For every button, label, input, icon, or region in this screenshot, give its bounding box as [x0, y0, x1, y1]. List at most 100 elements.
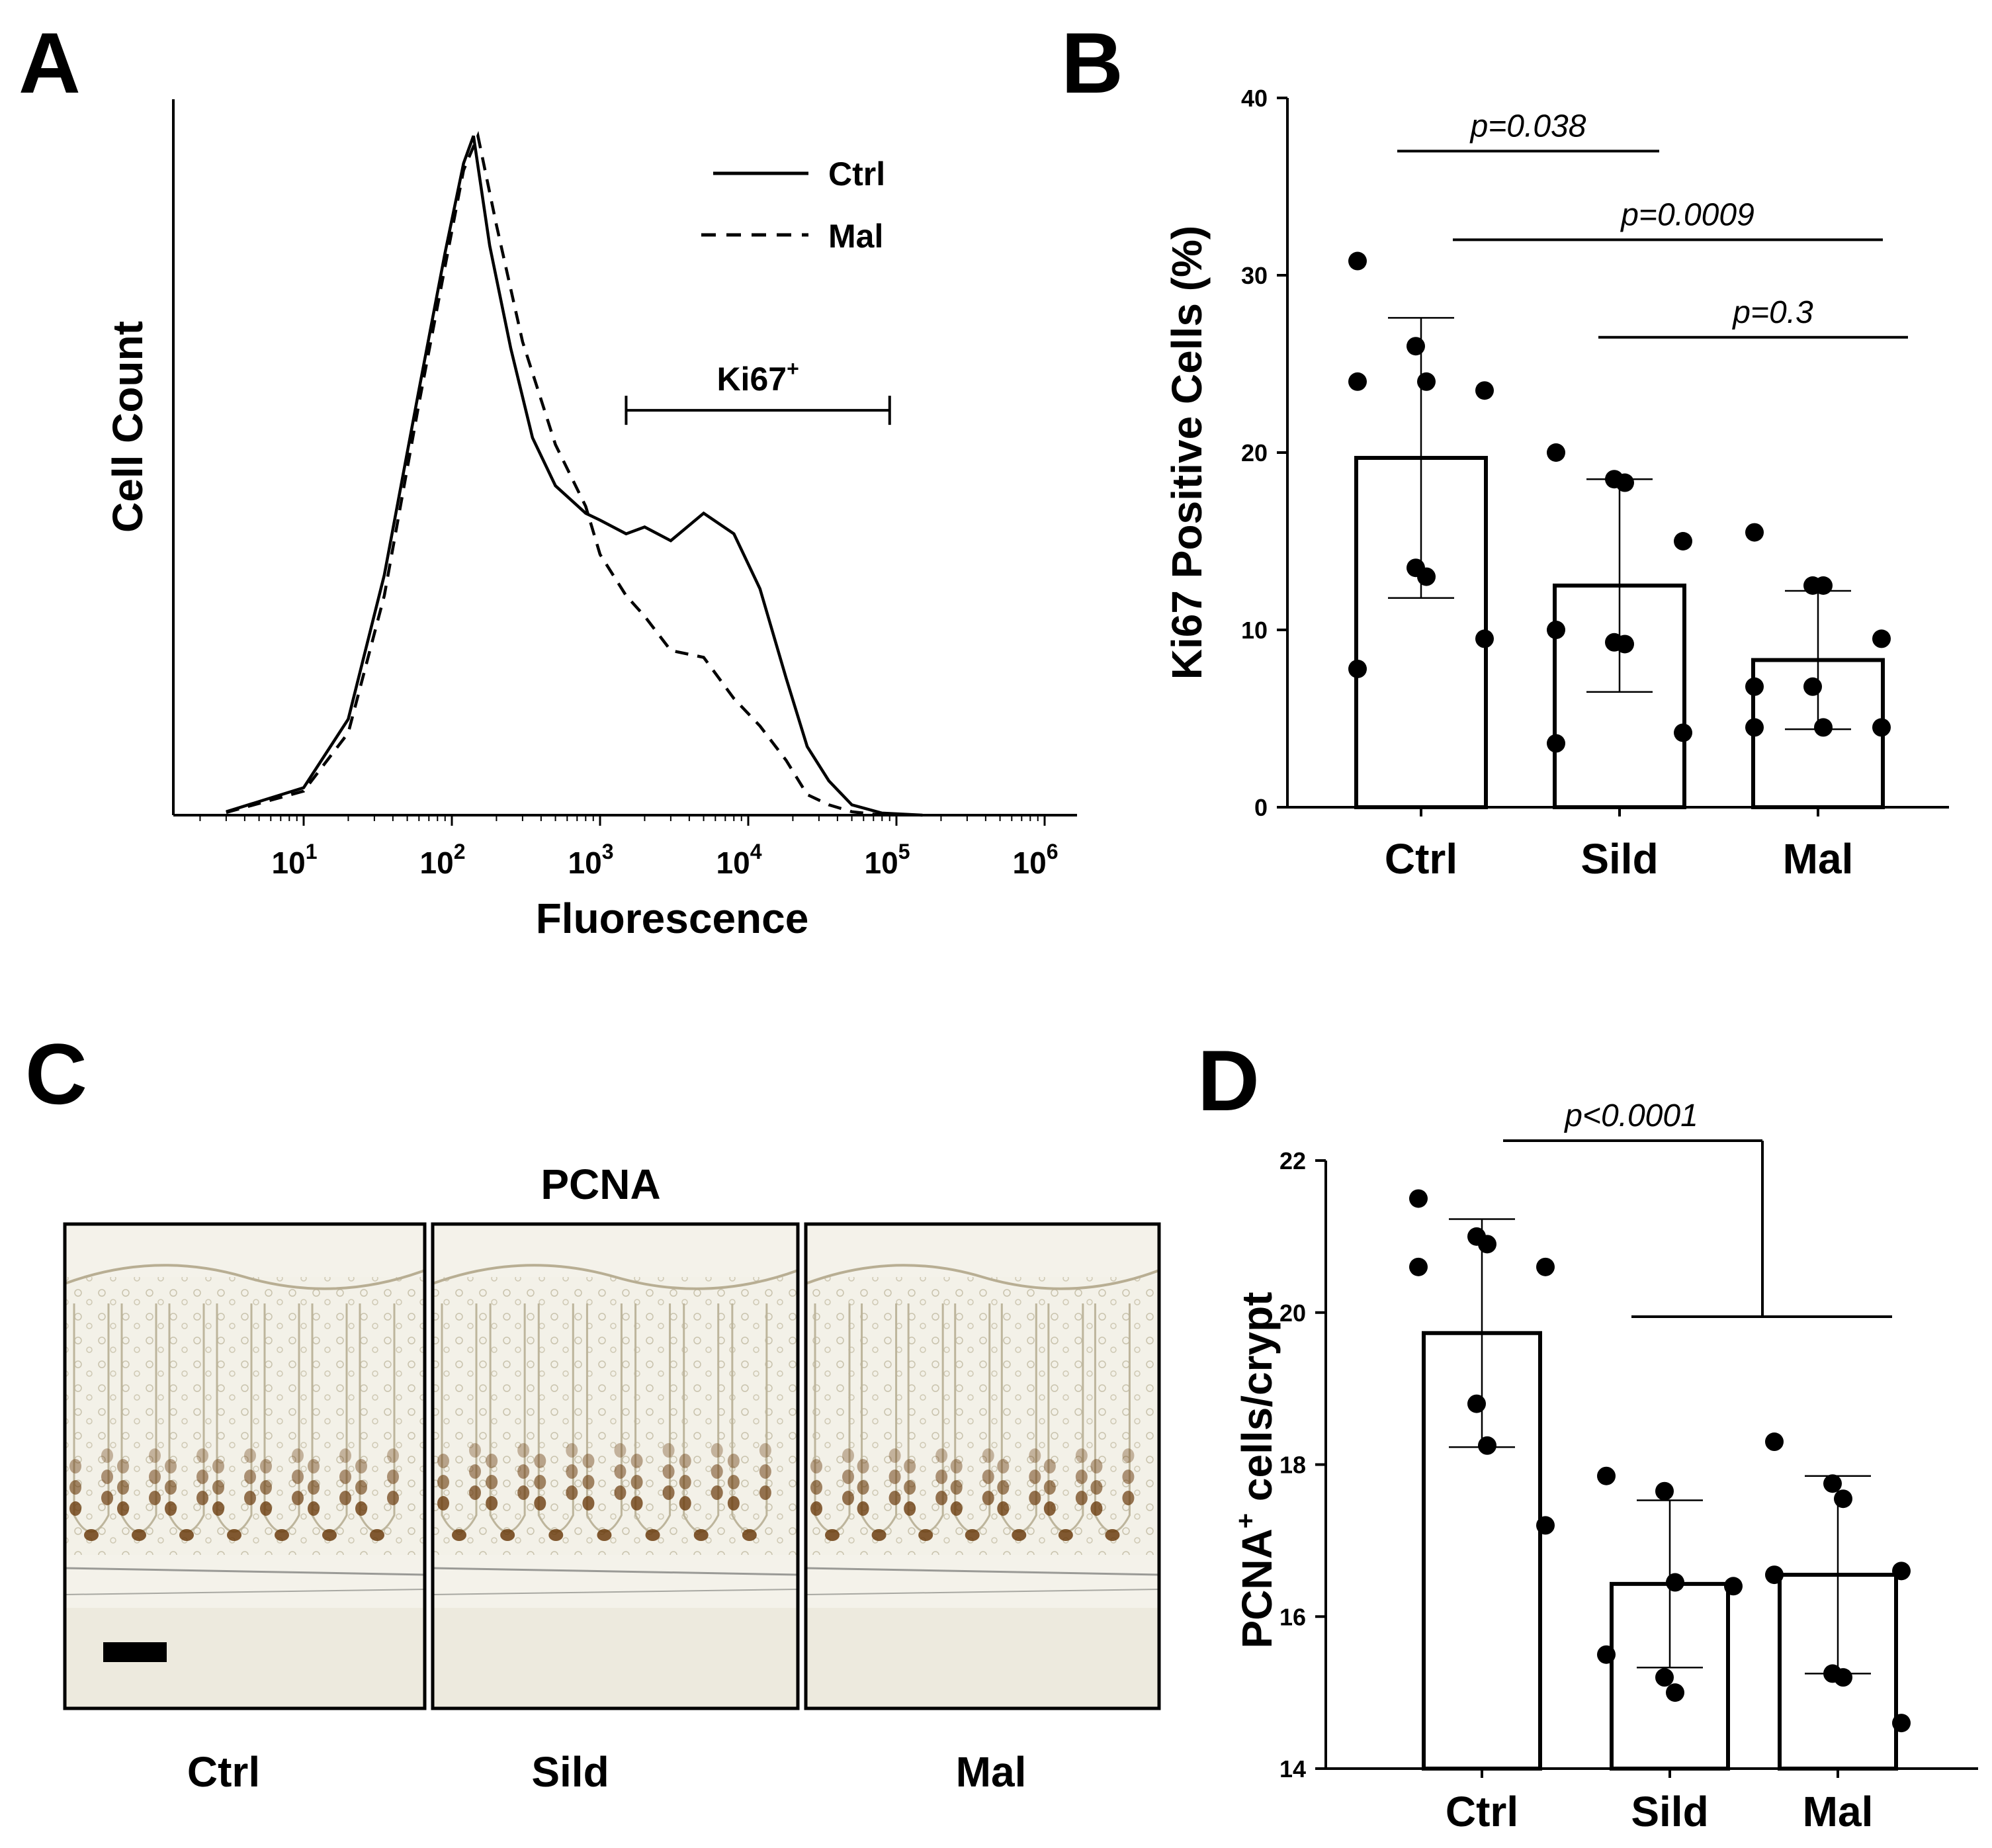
stained-nucleus — [452, 1529, 466, 1541]
stained-nucleus — [566, 1464, 578, 1479]
p-value-label: p=0.038 — [1469, 109, 1586, 144]
stained-nucleus — [486, 1475, 498, 1489]
data-point — [1765, 1432, 1784, 1452]
stained-nucleus — [1105, 1529, 1120, 1541]
stained-nucleus — [244, 1448, 256, 1463]
stained-nucleus — [904, 1459, 916, 1474]
data-point — [1655, 1481, 1674, 1501]
data-point — [1765, 1565, 1784, 1585]
data-point — [1892, 1714, 1911, 1733]
stained-nucleus — [165, 1480, 177, 1495]
x-tick-label: 101 — [272, 840, 318, 880]
stained-nucleus — [292, 1491, 304, 1505]
stained-nucleus — [469, 1485, 481, 1500]
y-tick-label: 20 — [1279, 1299, 1306, 1327]
category-label: Ctrl — [1385, 835, 1457, 883]
data-point — [1745, 523, 1764, 542]
stained-nucleus — [997, 1501, 1010, 1516]
stained-nucleus — [759, 1443, 771, 1458]
stained-nucleus — [260, 1459, 272, 1474]
stained-nucleus — [645, 1529, 660, 1541]
stained-nucleus — [693, 1529, 709, 1541]
stained-nucleus — [1122, 1470, 1135, 1484]
micrograph-label-ctrl: Ctrl — [187, 1748, 260, 1796]
stained-nucleus — [1090, 1501, 1103, 1516]
stained-nucleus — [679, 1454, 691, 1468]
stained-nucleus — [662, 1443, 675, 1458]
stained-nucleus — [308, 1480, 320, 1495]
stained-nucleus — [825, 1529, 840, 1541]
p-value-label: p=0.3 — [1731, 295, 1813, 330]
stained-nucleus — [630, 1496, 643, 1511]
data-point — [1814, 576, 1833, 595]
stained-nucleus — [935, 1448, 948, 1463]
data-point — [1666, 1683, 1684, 1702]
data-point — [1478, 1436, 1496, 1455]
stained-nucleus — [810, 1480, 822, 1495]
stained-nucleus — [1075, 1448, 1088, 1463]
series-ctrl-line — [226, 135, 923, 817]
stained-nucleus — [1029, 1448, 1041, 1463]
p-value-label: p<0.0001 — [1563, 1098, 1698, 1133]
y-tick-label: 0 — [1254, 794, 1268, 821]
stained-nucleus — [950, 1459, 963, 1474]
muscularis-line — [805, 1567, 1160, 1576]
muscularis-line — [64, 1567, 425, 1576]
category-label: Mal — [1783, 835, 1854, 883]
stained-nucleus — [711, 1485, 723, 1500]
stained-nucleus — [69, 1501, 81, 1516]
panel-label-b: B — [1061, 15, 1123, 111]
stained-nucleus — [1090, 1459, 1103, 1474]
data-point — [1536, 1257, 1555, 1276]
stained-nucleus — [965, 1529, 980, 1541]
panel-label-c: C — [25, 1026, 87, 1122]
stained-nucleus — [212, 1480, 224, 1495]
y-tick-label: 22 — [1279, 1147, 1306, 1174]
data-point — [1467, 1394, 1486, 1413]
data-point — [1547, 443, 1565, 462]
muscularis-line — [432, 1589, 799, 1595]
stained-nucleus — [857, 1459, 869, 1474]
stained-nucleus — [566, 1443, 578, 1458]
stained-nucleus — [387, 1491, 399, 1505]
y-tick-label: 10 — [1241, 617, 1268, 644]
stained-nucleus — [69, 1459, 81, 1474]
stained-nucleus — [486, 1454, 498, 1468]
data-point — [1834, 1668, 1852, 1687]
stained-nucleus — [1122, 1491, 1135, 1505]
panel-d-bar-chart: 14 16 18 20 22 Ctrl Sild Mal PCNA+ cells/crypt p<… — [1231, 1098, 1978, 1835]
x-tick-label: 103 — [568, 840, 614, 880]
stained-nucleus — [1029, 1470, 1041, 1484]
stained-nucleus — [982, 1491, 994, 1505]
stained-nucleus — [935, 1470, 948, 1484]
bar-ctrl — [1422, 1331, 1542, 1771]
stained-nucleus — [842, 1491, 854, 1505]
stained-nucleus — [810, 1501, 822, 1516]
micrograph-label-sild: Sild — [531, 1748, 609, 1796]
panel-label-a: A — [19, 15, 81, 111]
stained-nucleus — [857, 1501, 869, 1516]
stained-nucleus — [227, 1529, 241, 1541]
mucosa-layer — [433, 1277, 798, 1555]
category-label: Ctrl — [1446, 1788, 1518, 1835]
stained-nucleus — [566, 1485, 578, 1500]
stained-nucleus — [437, 1496, 449, 1511]
data-point — [1348, 372, 1367, 391]
muscularis-line — [805, 1589, 1160, 1595]
stained-nucleus — [662, 1485, 675, 1500]
y-tick-label: 14 — [1279, 1755, 1306, 1782]
micrograph-label-mal: Mal — [956, 1748, 1027, 1796]
data-point — [1872, 718, 1891, 737]
stained-nucleus — [308, 1459, 320, 1474]
stained-nucleus — [679, 1496, 691, 1511]
y-tick-label: 18 — [1279, 1452, 1306, 1479]
data-point — [1597, 1466, 1616, 1485]
stained-nucleus — [165, 1459, 177, 1474]
stained-nucleus — [810, 1459, 822, 1474]
data-point — [1417, 567, 1436, 586]
data-point — [1892, 1562, 1911, 1581]
p-value-label: p=0.0009 — [1620, 197, 1754, 232]
x-tick-label: 106 — [1013, 840, 1059, 880]
panel-b-y-title: Ki67 Positive Cells (%) — [1163, 226, 1211, 680]
data-point — [1666, 1573, 1684, 1592]
